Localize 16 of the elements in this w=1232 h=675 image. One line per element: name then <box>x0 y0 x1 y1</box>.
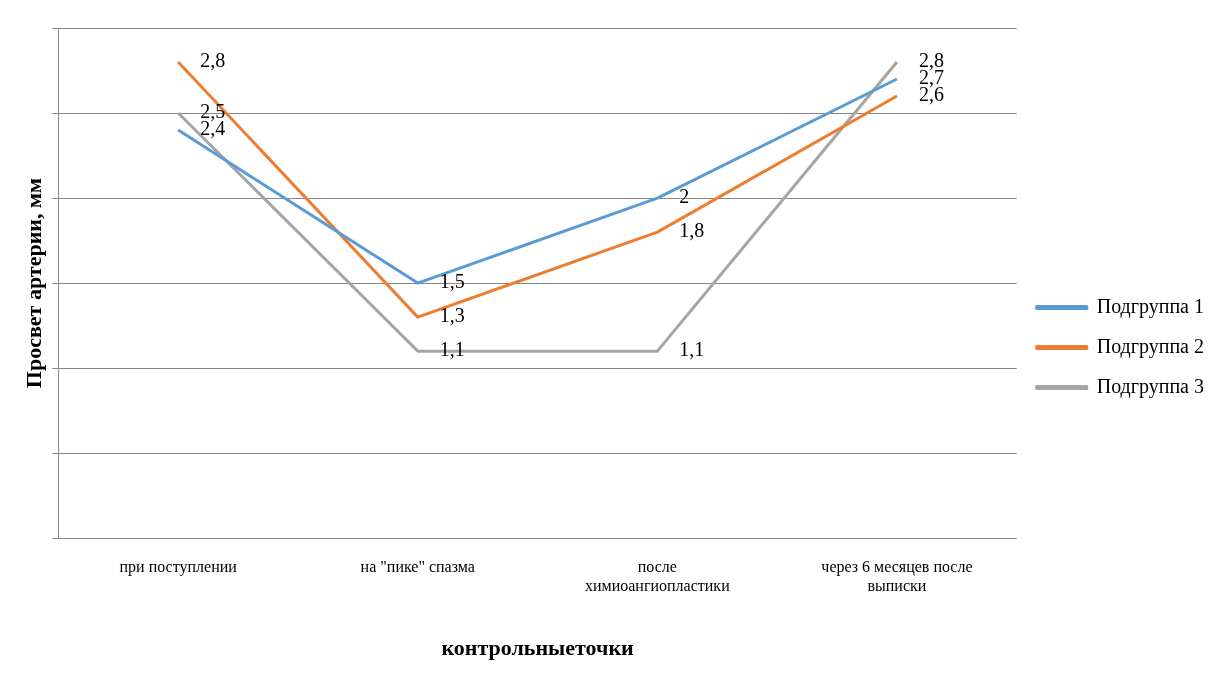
x-axis-title: контрольныеточки <box>441 635 635 661</box>
legend-label: Подгруппа 3 <box>1096 374 1204 398</box>
data-label: 2,8 <box>200 49 226 72</box>
x-tick-label: после химиоангиопластики <box>585 558 731 595</box>
x-tick-label: при поступлении <box>119 558 238 576</box>
data-label: 1,1 <box>439 338 465 361</box>
data-label: 1,3 <box>439 304 465 327</box>
data-label: 1,1 <box>679 338 705 361</box>
data-label: 2 <box>679 185 690 208</box>
data-label: 1,5 <box>439 270 465 293</box>
x-tick-label: через 6 месяцев после выписки <box>821 558 973 595</box>
y-axis-title: Просвет артерии, мм <box>20 178 46 389</box>
legend-label: Подгруппа 2 <box>1096 334 1204 358</box>
x-tick-label: на "пике" спазма <box>360 558 475 575</box>
data-label: 1,8 <box>679 219 705 242</box>
legend-label: Подгруппа 1 <box>1096 294 1204 318</box>
